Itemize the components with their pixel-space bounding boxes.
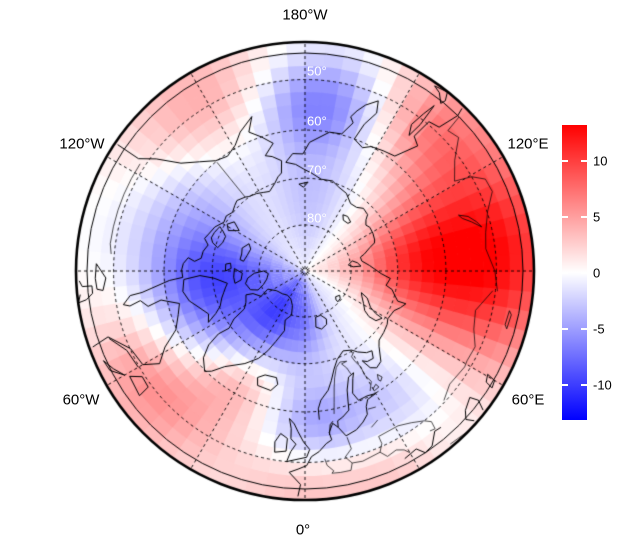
lon-label-60w: 60°W (62, 391, 100, 409)
lon-label-0: 0° (295, 521, 311, 539)
colorbar-tick-mark (581, 272, 587, 274)
colorbar-tick-label-5: 5 (593, 209, 601, 225)
lat-label-50: 50° (307, 63, 327, 79)
colorbar-tick-mark (562, 160, 568, 162)
colorbar-tick-mark (581, 216, 587, 218)
lat-label-60: 60° (307, 113, 327, 129)
colorbar-tick-mark (562, 272, 568, 274)
lon-label-60e: 60°E (511, 391, 545, 409)
lat-label-80: 80° (307, 210, 327, 226)
lon-label-120e: 120°E (507, 135, 549, 153)
colorbar-tick-mark (581, 328, 587, 330)
colorbar-tick-mark (562, 216, 568, 218)
colorbar-tick-mark (581, 384, 587, 386)
colorbar-tick-label-m5: -5 (593, 321, 605, 337)
colorbar-tick-mark (562, 384, 568, 386)
lon-label-180w: 180°W (282, 6, 328, 24)
colorbar-tick-label-m10: -10 (593, 377, 612, 393)
colorbar-tick-label-10: 10 (593, 153, 608, 169)
colorbar-tick-mark (581, 160, 587, 162)
lat-label-70: 70° (307, 162, 327, 178)
lon-label-120w: 120°W (59, 135, 105, 153)
colorbar (562, 125, 587, 420)
colorbar-tick-label-0: 0 (593, 265, 601, 281)
colorbar-tick-mark (562, 328, 568, 330)
